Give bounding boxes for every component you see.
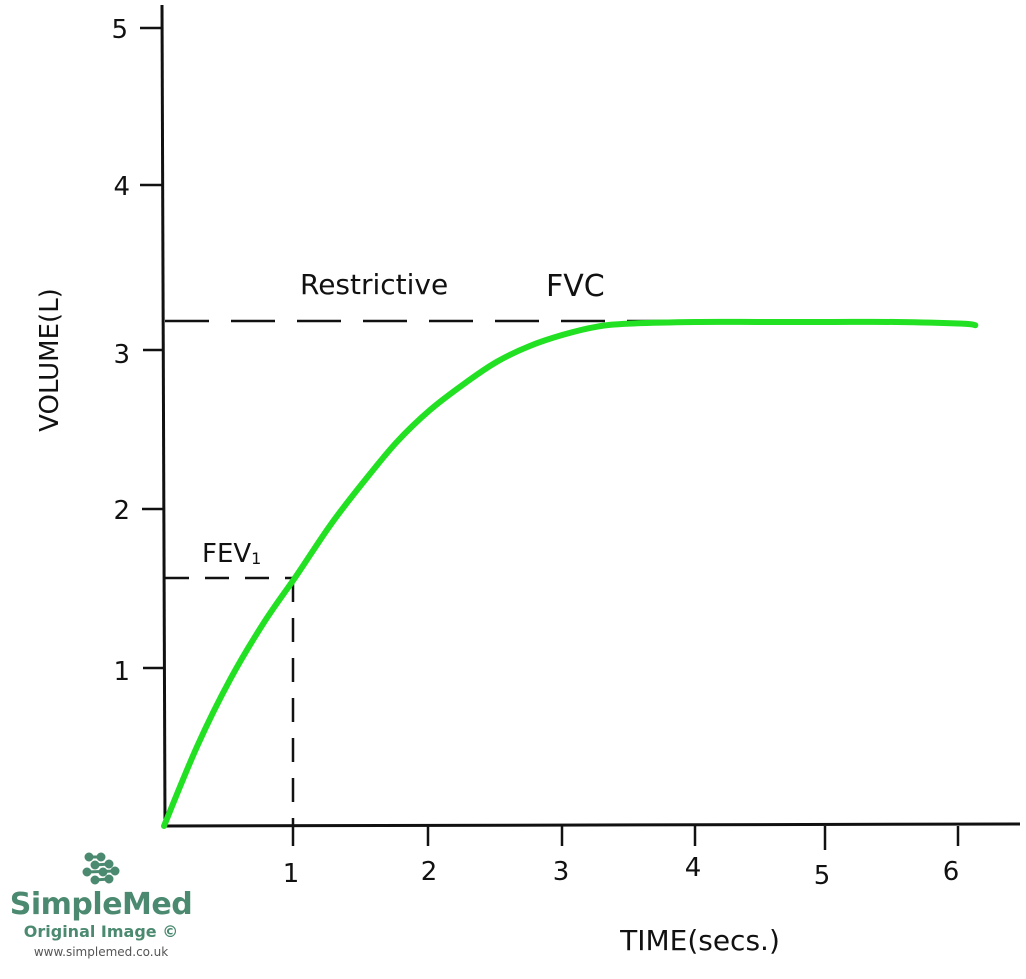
y-axis-label: VOLUME(L): [35, 288, 65, 432]
x-tick-labels: 1 2 3 4 5 6: [283, 853, 960, 891]
x-tick-5: 5: [814, 861, 831, 891]
y-tick-1: 1: [113, 657, 130, 687]
fev1-label-sub: 1: [251, 549, 261, 568]
x-axis: [163, 822, 1021, 828]
y-axis: [160, 4, 167, 827]
volume-time-curve: [161, 318, 979, 829]
simplemed-logo-icon: [82, 852, 120, 885]
y-tick-4: 4: [113, 172, 130, 202]
x-ticks: [291, 826, 960, 850]
y-tick-3: 3: [113, 340, 130, 370]
x-axis-label: TIME(secs.): [619, 924, 780, 957]
x-tick-3: 3: [553, 857, 570, 887]
restrictive-label: Restrictive: [300, 268, 448, 301]
watermark-url: www.simplemed.co.uk: [33, 945, 169, 959]
y-tick-5: 5: [111, 15, 128, 45]
y-tick-labels: 5 4 3 2 1: [111, 15, 130, 687]
fev1-label: FEV1: [202, 539, 261, 569]
y-ticks: [140, 26, 164, 670]
simplemed-watermark: SimpleMed Original Image © www.simplemed…: [6, 852, 196, 962]
watermark-brand: SimpleMed: [9, 887, 193, 922]
x-tick-4: 4: [685, 853, 702, 883]
x-tick-2: 2: [421, 857, 438, 887]
fvc-label: FVC: [546, 269, 605, 304]
x-tick-1: 1: [283, 859, 300, 889]
x-tick-6: 6: [943, 857, 960, 887]
watermark-subtitle: Original Image ©: [23, 922, 179, 941]
fev1-label-main: FEV: [202, 539, 251, 569]
y-tick-2: 2: [113, 496, 130, 526]
